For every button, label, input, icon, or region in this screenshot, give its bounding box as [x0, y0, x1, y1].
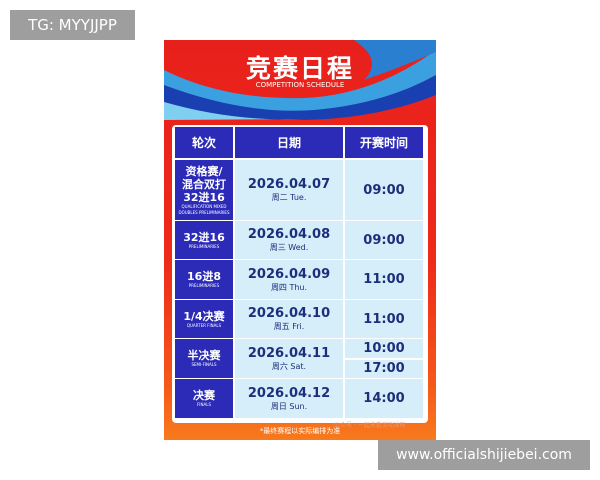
- watermark-top: TG: MYYJJPP: [10, 10, 135, 40]
- table-row: 16进8 PRELIMINARIES 2026.04.09 周四 Thu. 11:00: [175, 260, 423, 299]
- account-watermark: 公众号 · 一起来看羽毛球呀: [334, 422, 406, 429]
- round-cell: 1/4决赛 QUARTER FINALS: [175, 300, 233, 338]
- header-date: 日期: [235, 127, 343, 158]
- table-row: 决赛 FINALS 2026.04.12 周日 Sun. 14:00: [175, 379, 423, 418]
- schedule-poster: 竞赛日程 COMPETITION SCHEDULE 轮次 日期 开赛时间 资格赛…: [164, 40, 436, 440]
- weekday: 周六 Sat.: [271, 361, 307, 371]
- date-cell: 2026.04.12 周日 Sun.: [235, 379, 343, 418]
- date: 2026.04.12: [247, 385, 331, 401]
- round-name: 决赛: [193, 389, 215, 402]
- start-time: 09:00: [345, 221, 423, 259]
- start-time: 09:00: [345, 160, 423, 220]
- round-cell: 决赛 FINALS: [175, 379, 233, 418]
- round-name: 资格赛/ 混合双打 32进16: [182, 164, 226, 204]
- date: 2026.04.09: [247, 266, 331, 282]
- poster-title: 竞赛日程: [245, 54, 354, 83]
- date-cell: 2026.04.10 周五 Fri.: [235, 300, 343, 338]
- weekday: 周五 Fri.: [273, 322, 305, 331]
- round-name-en: FINALS: [197, 402, 211, 407]
- date: 2026.04.08: [247, 227, 331, 242]
- table-row: 半决赛 SEMI-FINALS 2026.04.11 周六 Sat. 10:00 17:…: [175, 339, 423, 378]
- start-time: 17:00: [345, 359, 423, 378]
- round-name-en: QUALIFICATION MIXED DOUBLES PRELIMINARIE…: [178, 203, 230, 215]
- header-time: 开赛时间: [345, 127, 423, 158]
- poster-subtitle: COMPETITION SCHEDULE: [255, 81, 345, 89]
- date: 2026.04.10: [247, 306, 331, 321]
- round-name: 1/4决赛: [183, 309, 225, 323]
- round-cell: 16进8 PRELIMINARIES: [175, 260, 233, 299]
- start-time: 14:00: [345, 379, 423, 418]
- schedule-table: 轮次 日期 开赛时间 资格赛/ 混合双打 32进16 QUALIFICATION …: [172, 125, 428, 423]
- wave-decoration: [164, 40, 436, 120]
- start-time: 11:00: [345, 300, 423, 338]
- table-row: 资格赛/ 混合双打 32进16 QUALIFICATION MIXED DOUBL…: [175, 160, 423, 220]
- table-row: 32进16 PRELIMINARIES 2026.04.08 周三 Wed. 09:0…: [175, 221, 423, 259]
- watermark-bottom: www.officialshijiebei.com: [378, 440, 590, 470]
- start-time: 10:00: [345, 339, 423, 358]
- round-name: 32进16: [183, 230, 225, 244]
- date-cell: 2026.04.09 周四 Thu.: [235, 260, 343, 299]
- weekday: 周二 Tue.: [271, 193, 307, 202]
- start-time: 11:00: [345, 260, 423, 299]
- round-cell: 32进16 PRELIMINARIES: [175, 221, 233, 259]
- header-round: 轮次: [175, 127, 233, 158]
- round-name-en: PRELIMINARIES: [188, 243, 220, 249]
- round-name: 半决赛: [187, 349, 221, 362]
- round-name-en: PRELIMINARIES: [188, 283, 220, 288]
- round-cell: 资格赛/ 混合双打 32进16 QUALIFICATION MIXED DOUBL…: [175, 160, 233, 220]
- footnote: *最终赛程以实际编排为准: [259, 427, 341, 435]
- date: 2026.04.11: [247, 345, 331, 361]
- date: 2026.04.07: [247, 177, 331, 192]
- round-name: 16进8: [187, 270, 221, 283]
- date-cell: 2026.04.11 周六 Sat.: [235, 339, 343, 378]
- table-row: 1/4决赛 QUARTER FINALS 2026.04.10 周五 Fri. 11:…: [175, 300, 423, 338]
- date-cell: 2026.04.07 周二 Tue.: [235, 160, 343, 220]
- round-name-en: SEMI-FINALS: [191, 362, 217, 367]
- weekday: 周四 Thu.: [270, 282, 308, 292]
- round-name-en: QUARTER FINALS: [186, 322, 222, 328]
- table-header: 轮次 日期 开赛时间: [175, 127, 423, 158]
- weekday: 周三 Wed.: [269, 243, 309, 252]
- weekday: 周日 Sun.: [270, 401, 308, 411]
- round-cell: 半决赛 SEMI-FINALS: [175, 339, 233, 378]
- date-cell: 2026.04.08 周三 Wed.: [235, 221, 343, 259]
